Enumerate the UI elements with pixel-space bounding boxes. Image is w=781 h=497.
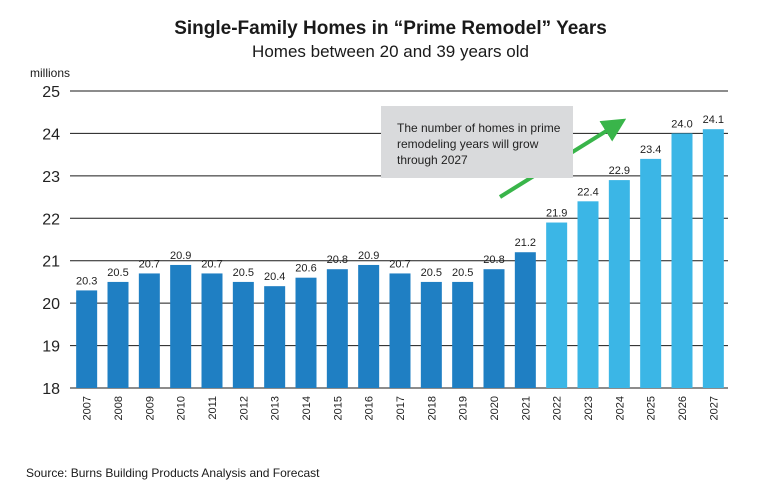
- source-note: Source: Burns Building Products Analysis…: [26, 466, 320, 480]
- x-tick-label: 2025: [646, 396, 658, 420]
- data-label: 20.7: [389, 258, 410, 270]
- data-label: 20.5: [421, 267, 442, 279]
- x-tick-label: 2014: [301, 396, 313, 420]
- bar-2017: [389, 273, 411, 388]
- data-label: 20.3: [76, 275, 97, 287]
- x-tick-label: 2013: [270, 396, 282, 420]
- bar-2026: [671, 133, 693, 388]
- bar-2014: [295, 277, 317, 388]
- bar-2011: [201, 273, 223, 388]
- y-tick-label: 20: [42, 296, 60, 313]
- bar-2007: [76, 290, 98, 388]
- chart-subtitle: Homes between 20 and 39 years old: [252, 42, 529, 61]
- bar-2020: [483, 269, 505, 388]
- x-tick-label: 2027: [708, 396, 720, 420]
- bar-2021: [514, 252, 536, 388]
- x-tick-label: 2026: [677, 396, 689, 420]
- y-axis-unit-label: millions: [30, 66, 71, 80]
- x-tick-label: 2012: [238, 396, 250, 420]
- x-tick-label: 2016: [364, 396, 376, 420]
- chart-title: Single-Family Homes in “Prime Remodel” Y…: [174, 18, 607, 39]
- y-tick-label: 25: [42, 84, 60, 101]
- data-label: 20.5: [452, 267, 473, 279]
- data-label: 24.0: [671, 118, 692, 130]
- x-tick-label: 2018: [426, 396, 438, 420]
- x-tick-label: 2024: [614, 396, 626, 420]
- data-label: 20.5: [233, 267, 254, 279]
- y-tick-label: 19: [42, 339, 60, 356]
- x-tick-label: 2022: [552, 396, 564, 420]
- callout-box: The number of homes in prime remodeling …: [381, 106, 573, 178]
- y-tick-label: 18: [42, 381, 60, 398]
- x-tick-label: 2009: [144, 396, 156, 420]
- bar-2019: [452, 281, 474, 388]
- bar-2016: [358, 264, 380, 388]
- x-tick-label: 2015: [332, 396, 344, 420]
- x-tick-label: 2021: [520, 396, 532, 420]
- x-tick-label: 2008: [113, 396, 125, 420]
- data-label: 23.4: [640, 144, 661, 156]
- bar-2009: [138, 273, 160, 388]
- bar-2018: [420, 281, 442, 388]
- bar-2012: [232, 281, 254, 388]
- data-label: 20.6: [295, 263, 316, 275]
- x-tick-label: 2017: [395, 396, 407, 420]
- data-label: 22.9: [609, 165, 630, 177]
- x-tick-label: 2011: [207, 396, 219, 420]
- x-tick-label: 2023: [583, 396, 595, 420]
- y-tick-label: 23: [42, 169, 60, 186]
- data-label: 20.4: [264, 271, 285, 283]
- data-label: 21.2: [515, 237, 536, 249]
- bar-2010: [170, 264, 192, 388]
- y-tick-label: 22: [42, 211, 60, 228]
- y-tick-label: 24: [42, 126, 60, 143]
- data-label: 20.7: [139, 258, 160, 270]
- bar-2027: [702, 129, 724, 388]
- data-label: 21.9: [546, 208, 567, 220]
- y-tick-label: 21: [42, 254, 60, 271]
- x-tick-label: 2020: [489, 396, 501, 420]
- bar-2023: [577, 201, 599, 388]
- data-label: 20.7: [201, 258, 222, 270]
- bar-2025: [640, 158, 662, 388]
- data-label: 24.1: [703, 114, 724, 126]
- data-label: 20.8: [483, 254, 504, 266]
- data-label: 20.9: [358, 250, 379, 262]
- x-tick-label: 2007: [82, 396, 94, 420]
- bar-2022: [546, 222, 568, 388]
- x-tick-label: 2010: [176, 396, 188, 420]
- data-label: 22.4: [577, 186, 598, 198]
- bar-2015: [326, 269, 348, 388]
- bar-2024: [608, 180, 630, 388]
- x-tick-label: 2019: [458, 396, 470, 420]
- bar-2013: [264, 286, 286, 388]
- data-label: 20.5: [107, 267, 128, 279]
- data-label: 20.9: [170, 250, 191, 262]
- data-label: 20.8: [327, 254, 348, 266]
- bar-2008: [107, 281, 129, 388]
